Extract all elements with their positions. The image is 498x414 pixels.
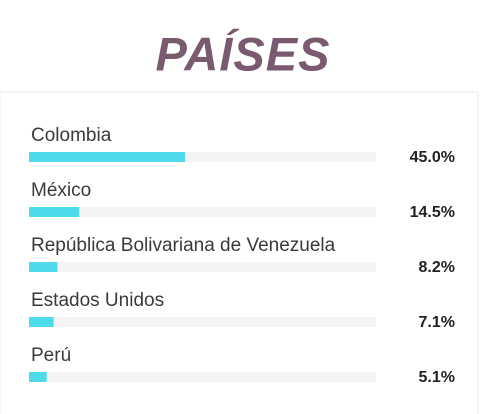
chart-title: PAÍSES — [156, 27, 331, 80]
category-label: Colombia — [31, 125, 112, 146]
category-label: México — [31, 180, 91, 201]
bar-track — [29, 262, 376, 272]
bar — [29, 207, 80, 217]
bar-track — [29, 317, 376, 327]
value-label: 8.2% — [419, 259, 455, 276]
bar-track — [29, 207, 376, 217]
bar — [29, 317, 54, 327]
value-label: 14.5% — [410, 204, 455, 221]
category-label: República Bolivariana de Venezuela — [31, 235, 336, 256]
bar — [29, 262, 58, 272]
value-label: 45.0% — [410, 149, 455, 166]
category-label: Perú — [31, 345, 71, 366]
bar — [29, 152, 186, 162]
value-label: 5.1% — [419, 369, 455, 386]
bar — [29, 372, 47, 382]
value-label: 7.1% — [419, 314, 455, 331]
bar-track — [29, 152, 376, 162]
category-label: Estados Unidos — [31, 290, 164, 311]
card — [0, 91, 479, 414]
bar-track — [29, 372, 376, 382]
